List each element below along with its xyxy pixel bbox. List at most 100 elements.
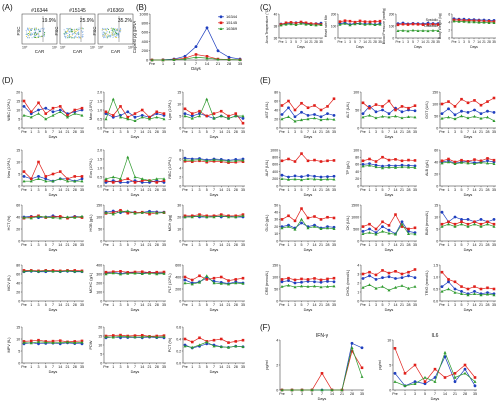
y-tick-label: 50: [274, 287, 278, 291]
data-point: [492, 96, 496, 100]
x-tick-label: 14: [394, 188, 398, 192]
data-point: [492, 111, 496, 114]
data-point: [467, 20, 471, 24]
data-point: [407, 270, 410, 274]
data-point: [133, 335, 137, 339]
data-point: [300, 217, 303, 221]
data-point: [492, 162, 496, 165]
data-point: [212, 338, 216, 342]
y-tick-label: 150: [432, 90, 438, 94]
data-point: [460, 218, 463, 221]
flow-event-dot: [119, 27, 122, 29]
flow-event-dot: [106, 28, 108, 30]
x-tick-label: 3: [294, 303, 296, 307]
data-point: [29, 177, 33, 181]
flow-event-dot: [111, 32, 113, 34]
x-tick-label: 7: [467, 303, 469, 307]
flow-tick: 10⁴: [90, 46, 96, 50]
x-tick-label: 28: [431, 40, 435, 44]
data-point: [205, 160, 209, 164]
data-point: [466, 160, 470, 163]
x-tick-label: 35: [332, 303, 336, 307]
series-16369: [150, 55, 242, 62]
data-point: [433, 367, 437, 371]
data-point: [326, 215, 329, 219]
flow-event-dot: [114, 31, 117, 33]
flow-event-dot: [71, 33, 73, 35]
series-15145: [440, 270, 496, 291]
x-tick-label: 35: [162, 243, 166, 247]
x-tick-label: 1: [288, 188, 290, 192]
data-point: [486, 159, 489, 163]
y-tick-label: 15: [177, 90, 181, 94]
x-tick-label: 28: [227, 61, 232, 66]
x-tick-label: 7: [307, 188, 309, 192]
x-tick-label: 28: [463, 392, 467, 396]
flow-event-dot: [63, 29, 65, 31]
data-point: [73, 179, 77, 183]
data-point: [413, 268, 417, 271]
x-axis-label: Days: [385, 193, 394, 197]
flow-event-dot: [31, 28, 33, 30]
data-point: [104, 335, 108, 339]
x-tick-label: 14: [58, 188, 62, 192]
x-tick-label: 1: [112, 243, 114, 247]
series-line: [282, 342, 363, 391]
data-point: [381, 114, 384, 118]
x-tick-label: 14: [313, 243, 317, 247]
data-point: [413, 159, 417, 162]
data-point: [287, 106, 290, 110]
flow-event-dot: [39, 36, 41, 38]
data-point: [394, 164, 397, 168]
y-tick-label: 3: [357, 272, 359, 276]
y-tick-label: 0: [436, 126, 438, 130]
x-tick-label: 5: [382, 243, 384, 247]
data-point: [306, 177, 310, 180]
data-point: [310, 388, 314, 392]
x-tick-label: 1: [191, 188, 193, 192]
y-tick-label: 10: [387, 338, 391, 342]
x-tick-label: Pre: [452, 40, 457, 44]
data-point: [486, 292, 489, 296]
x-tick-label: 14: [58, 130, 62, 134]
series-15145: [183, 159, 245, 164]
series-15145: [393, 347, 477, 383]
data-point: [413, 285, 417, 288]
annotation-label: Systolic: [426, 18, 439, 22]
data-point: [104, 211, 108, 214]
x-tick-label: Pre: [103, 188, 109, 192]
data-point: [348, 23, 352, 27]
x-tick-label: 21: [368, 40, 372, 44]
x-tick-label: 7: [134, 365, 136, 369]
data-point: [401, 28, 405, 32]
series-15145: [338, 19, 382, 24]
panel-letter: (A): [2, 3, 13, 12]
data-point: [58, 216, 62, 220]
data-point: [140, 179, 144, 182]
data-point: [413, 382, 417, 385]
data-point: [368, 20, 372, 24]
y-tick-label: 2.0: [97, 148, 102, 152]
data-point: [73, 269, 77, 273]
data-point: [440, 116, 444, 120]
y-tick-label: 0.5: [433, 287, 438, 291]
data-point: [280, 218, 284, 221]
data-point: [368, 274, 371, 278]
data-point: [332, 114, 336, 117]
y-tick-label: 200: [175, 287, 181, 291]
series-15145: [22, 160, 84, 181]
x-tick-label: Pre: [360, 243, 366, 247]
series-16369: [361, 283, 417, 292]
data-point: [190, 112, 194, 115]
x-tick-label: 1: [448, 243, 450, 247]
data-point: [393, 380, 397, 383]
data-point: [148, 212, 151, 216]
data-point: [447, 280, 450, 284]
flow-event-dot: [112, 35, 114, 37]
flow-event-dot: [27, 27, 29, 29]
x-axis-label: Days: [414, 45, 422, 49]
flow-event-dot: [29, 34, 31, 36]
x-tick-label: 7: [52, 243, 54, 247]
